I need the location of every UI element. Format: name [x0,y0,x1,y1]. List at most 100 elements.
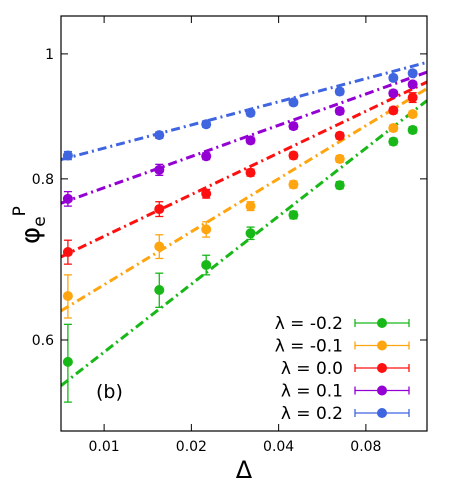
x-axis: 0.01 0.02 0.04 0.08 [89,16,381,455]
data-point [288,121,299,132]
marker [245,135,256,146]
data-point [388,123,399,134]
legend-marker [377,408,387,418]
data-point [288,97,299,108]
marker [407,79,418,90]
data-point [245,135,256,146]
y-tick-label: 1 [45,47,54,63]
marker [407,124,418,135]
data-point [388,105,399,116]
marker [334,180,345,191]
data-point [334,130,345,141]
x-tick-label: 0.01 [89,439,120,455]
svg-text:φeP: φeP [10,206,50,244]
marker [288,97,299,108]
marker [62,356,73,367]
fit-line [61,87,427,313]
data-point [388,72,399,83]
data-point [201,151,212,162]
data-point [245,107,256,118]
y-axis-label: φeP [10,206,50,244]
data-point [245,167,256,178]
data-point [62,239,73,265]
marker [154,204,165,215]
plot-frame [60,15,428,432]
marker [388,88,399,99]
data-point [388,88,399,99]
marker [245,107,256,118]
marker [407,68,418,79]
y-axis-label-main: φ [16,227,46,244]
legend: λ = -0.2 λ = -0.1λ = 0.0 λ = 0.1λ = 0.2 [275,314,410,424]
marker [407,109,418,120]
marker [201,151,212,162]
data-point [154,201,165,218]
x-axis-label: Δ [236,456,253,480]
y-tick-label: 0.6 [32,333,54,349]
marker [62,150,73,161]
legend-entry: λ = -0.1 [275,337,410,357]
data-point [201,188,212,199]
marker [334,106,345,117]
x-tick-label: 0.08 [350,439,381,455]
data-point [334,106,345,117]
data-point [201,119,212,130]
marker [62,291,73,302]
data-point [245,201,256,212]
marker [245,228,256,239]
y-axis-label-sub: e [30,216,50,226]
legend-marker [377,385,387,396]
legend-label: λ = 0.2 [281,404,343,424]
legend-label: λ = 0.0 [281,359,343,379]
data-point [62,323,73,403]
data-point [62,190,73,207]
legend-marker [377,340,387,351]
fit-line [61,70,427,205]
legend-label: λ = -0.2 [275,314,343,334]
fit-line [61,60,427,162]
fit-lines [61,60,427,387]
data-point [201,221,212,238]
y-axis-label-sup: P [10,206,30,216]
marker [288,179,299,190]
legend-marker [377,363,387,373]
legend-entry: λ = -0.2 [275,314,410,334]
legend-label: λ = 0.1 [281,382,343,402]
data-point [154,163,165,177]
data-point [407,68,418,79]
data-point [388,136,399,147]
y-axis: 0.6 0.8 1 [32,47,427,349]
marker [288,150,299,161]
marker [388,105,399,116]
data-point [154,234,165,260]
marker [201,188,212,199]
panel-label: (b) [96,381,123,403]
marker [201,259,212,270]
marker [154,241,165,252]
marker [245,167,256,178]
marker [154,285,165,296]
legend-entry: λ = 0.2 [281,404,410,424]
marker [245,201,256,212]
marker [62,247,73,258]
data-point [245,226,256,241]
data-point [154,130,165,141]
fit-line [61,99,427,387]
legend-entry: λ = 0.1 [281,382,410,402]
data-point [201,254,212,276]
data-point [407,92,418,104]
data-point [334,180,345,191]
legend-marker [377,318,387,328]
marker [201,119,212,130]
marker [154,164,165,175]
marker [334,86,345,97]
x-tick-label: 0.04 [263,439,294,455]
y-tick-label: 0.8 [32,172,54,188]
marker [334,130,345,141]
marker [154,130,165,141]
data-point [407,79,418,90]
marker [388,72,399,83]
marker [201,224,212,235]
data-point [62,150,73,161]
